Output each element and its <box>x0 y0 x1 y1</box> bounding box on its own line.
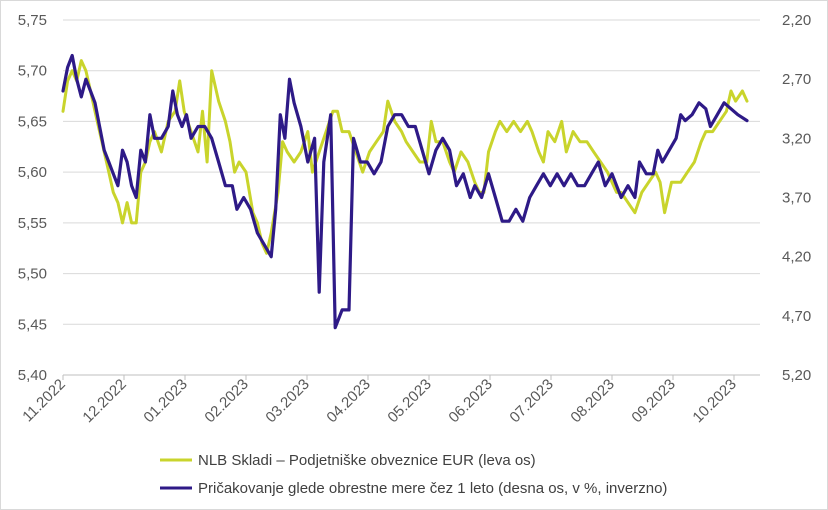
x-tick-label: 01.2023 <box>140 376 190 426</box>
right-tick-label: 2,70 <box>782 71 811 88</box>
series-line-nlb-bonds <box>61 59 749 255</box>
right-tick-label: 2,20 <box>782 12 811 29</box>
x-tick-label: 08.2023 <box>567 376 617 426</box>
legend-label: NLB Skladi – Podjetniške obveznice EUR (… <box>198 452 536 469</box>
x-tick-label: 07.2023 <box>506 376 556 426</box>
series-line-rate-expectation <box>61 53 749 330</box>
left-tick-label: 5,40 <box>18 367 47 384</box>
left-tick-label: 5,70 <box>18 63 47 80</box>
right-tick-label: 3,20 <box>782 130 811 147</box>
left-tick-label: 5,50 <box>18 266 47 283</box>
x-tick-label: 04.2023 <box>323 376 373 426</box>
x-tick-label: 09.2023 <box>628 376 678 426</box>
x-axis-ticks: 11.2022 12.2022 01.2023 02.2023 03.2023 04.20… <box>19 375 740 426</box>
x-tick-label: 03.2023 <box>262 376 312 426</box>
right-tick-label: 5,20 <box>782 367 811 384</box>
legend: NLB Skladi – Podjetniške obveznice EUR (… <box>160 452 667 497</box>
x-tick-label: 02.2023 <box>201 376 251 426</box>
right-tick-label: 4,70 <box>782 308 811 325</box>
x-tick-label: 06.2023 <box>445 376 495 426</box>
left-axis-ticks: 5,75 5,70 5,65 5,60 5,55 5,50 5,45 5,40 <box>18 12 47 384</box>
x-tick-label: 12.2022 <box>79 376 129 426</box>
left-tick-label: 5,60 <box>18 164 47 181</box>
x-tick-label: 05.2023 <box>384 376 434 426</box>
right-axis-ticks: 2,20 2,70 3,20 3,70 4,20 4,70 5,20 <box>782 12 811 384</box>
left-tick-label: 5,45 <box>18 316 47 333</box>
left-tick-label: 5,55 <box>18 215 47 232</box>
series-group <box>61 53 749 330</box>
legend-label: Pričakovanje glede obrestne mere čez 1 l… <box>198 480 667 497</box>
left-tick-label: 5,65 <box>18 113 47 130</box>
right-tick-label: 4,20 <box>782 249 811 266</box>
left-tick-label: 5,75 <box>18 12 47 29</box>
right-tick-label: 3,70 <box>782 190 811 207</box>
x-tick-label: 10.2023 <box>689 376 739 426</box>
